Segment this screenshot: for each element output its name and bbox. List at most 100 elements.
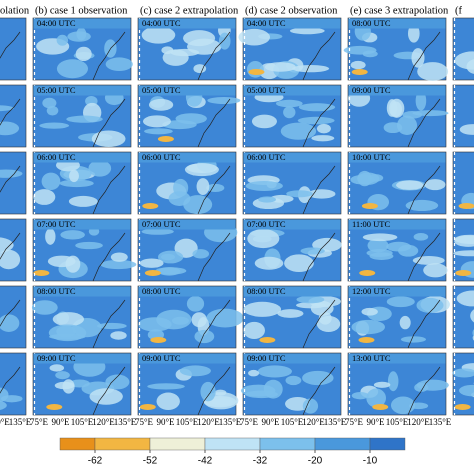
cloud-patch (424, 179, 446, 191)
cold-top (142, 203, 159, 209)
cloud-patch (89, 388, 123, 405)
cloud-patch (269, 194, 294, 203)
lon-tick-label: 105°E (176, 417, 199, 427)
coastline (302, 299, 336, 349)
coastline (0, 299, 21, 327)
lon-tick-label: 105°E (281, 417, 304, 427)
map-panel: 04:00 UTC (238, 17, 342, 81)
colorbar-tick-label: -20 (308, 456, 323, 467)
time-label: 09:00 UTC (247, 353, 286, 363)
lon-tick-label: 135°E (429, 417, 452, 427)
column-title: olation (0, 5, 30, 16)
time-label: 09:00 UTC (37, 353, 76, 363)
time-band (243, 353, 341, 364)
cloud-patch (350, 60, 366, 70)
colorbar-segment (149, 437, 206, 451)
cloud-patch (351, 319, 386, 335)
map-panel: 08:00 UTC (343, 17, 449, 81)
cloud-patch (302, 370, 334, 386)
cloud-patch (369, 252, 394, 260)
cloud-patch (193, 64, 207, 74)
colorbar-tick-label: -52 (143, 456, 158, 467)
cloud-patch (161, 253, 176, 261)
coastline (92, 366, 126, 416)
cloud-patch (69, 169, 80, 183)
map-panel: 13:00 UTC (347, 352, 449, 416)
time-band (138, 85, 236, 96)
coastline (407, 98, 441, 148)
coastline (302, 232, 336, 282)
time-label: 11:00 UTC (352, 219, 391, 229)
map-panel: 06:00 UTC (32, 151, 132, 215)
coastline (197, 31, 231, 81)
cloud-patch (139, 258, 164, 268)
cold-top (455, 270, 472, 276)
map-panel: 09:00 UTC (347, 84, 449, 148)
cloud-patch (311, 135, 335, 142)
cloud-patch (0, 314, 20, 332)
cloud-patch (186, 295, 205, 312)
time-band (348, 353, 446, 364)
cloud-patch (412, 110, 449, 117)
colorbar-segment (369, 437, 406, 451)
cloud-patch (60, 230, 85, 240)
time-band (33, 152, 131, 163)
cloud-patch (284, 254, 314, 272)
map-panel (452, 285, 474, 349)
cloud-patch (48, 324, 87, 342)
cloud-patch (362, 233, 398, 242)
cloud-patch (413, 233, 429, 241)
cloud-patch (238, 28, 271, 46)
lon-tick-label: 75°E (30, 417, 49, 427)
lon-tick-label: 120°E (197, 417, 220, 427)
cloud-patch (351, 391, 369, 400)
map-panel: 08:00 UTC (242, 285, 342, 349)
cold-top (46, 404, 63, 410)
cloud-patch (214, 389, 227, 396)
colorbar-segment (204, 437, 261, 451)
cloud-patch (141, 228, 174, 235)
time-band (348, 152, 446, 163)
map-panel: 05:00 UTC (137, 84, 241, 148)
map-panel: 09:00 UTC (32, 352, 132, 416)
cloud-patch (458, 384, 474, 397)
colorbar-segment (259, 437, 316, 451)
time-label: 04:00 UTC (247, 18, 286, 28)
cloud-patch (386, 296, 415, 308)
cold-top (144, 270, 161, 276)
cloud-patch (76, 27, 87, 41)
cloud-patch (292, 64, 330, 73)
time-band (33, 286, 131, 297)
map-panel: 07:00 UTC (242, 218, 342, 282)
cloud-patch (254, 256, 284, 270)
map-panel: 12:00 UTC (347, 285, 450, 349)
coastline (0, 98, 21, 126)
cloud-patch (105, 57, 133, 71)
colorbar-segment (314, 437, 371, 451)
cloud-patch (0, 400, 7, 411)
cloud-patch (407, 24, 420, 43)
cloud-patch (56, 59, 89, 79)
time-label: 05:00 UTC (247, 85, 286, 95)
cloud-patch (110, 252, 128, 262)
cloud-patch (416, 297, 444, 313)
colorbar-segment (94, 437, 151, 451)
time-label: 04:00 UTC (142, 18, 181, 28)
column-title: (e) case 3 extrapolation (350, 5, 449, 16)
time-label: 06:00 UTC (37, 152, 76, 162)
cloud-patch (218, 32, 231, 50)
time-band (138, 219, 236, 230)
cloud-patch (390, 396, 416, 415)
cloud-patch (280, 122, 317, 140)
cloud-patch (277, 309, 304, 318)
lon-tick-label: 75°E (240, 417, 259, 427)
cloud-patch (0, 105, 14, 112)
lon-tick-label: 75°E (135, 417, 154, 427)
cloud-patch (47, 255, 76, 268)
lon-tick-label: 90°E (51, 417, 70, 427)
lon-tick-label: 75°E (345, 417, 364, 427)
cloud-patch (105, 374, 130, 390)
map-panel: 08:00 UTC (137, 285, 244, 349)
